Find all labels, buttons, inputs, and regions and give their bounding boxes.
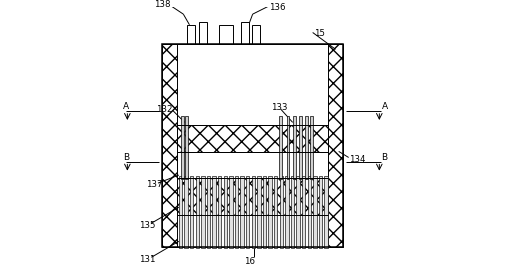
- Bar: [279, 116, 282, 179]
- Bar: [246, 176, 249, 248]
- Bar: [263, 176, 266, 248]
- Bar: [325, 176, 328, 248]
- Text: 132: 132: [156, 105, 173, 113]
- Bar: [285, 176, 289, 248]
- Text: 138: 138: [154, 0, 171, 9]
- Bar: [177, 215, 328, 247]
- Text: 133: 133: [271, 103, 288, 112]
- Bar: [199, 22, 207, 44]
- Bar: [177, 44, 328, 125]
- Bar: [218, 176, 221, 248]
- Bar: [177, 125, 328, 152]
- Bar: [302, 176, 305, 248]
- Text: 135: 135: [139, 221, 156, 230]
- Text: A: A: [123, 102, 129, 111]
- Bar: [274, 176, 277, 248]
- Bar: [219, 25, 234, 44]
- Bar: [229, 176, 233, 248]
- Bar: [184, 176, 188, 248]
- Bar: [252, 25, 260, 44]
- Bar: [190, 176, 194, 248]
- Bar: [179, 176, 182, 248]
- Bar: [212, 176, 216, 248]
- Text: B: B: [123, 153, 129, 162]
- Text: 136: 136: [269, 3, 285, 12]
- Bar: [296, 176, 300, 248]
- Bar: [268, 176, 272, 248]
- Bar: [241, 22, 249, 44]
- Bar: [235, 176, 238, 248]
- Bar: [240, 176, 244, 248]
- Bar: [177, 178, 328, 215]
- Bar: [257, 176, 261, 248]
- Bar: [279, 176, 283, 248]
- Text: 15: 15: [314, 29, 325, 38]
- Bar: [207, 176, 210, 248]
- Bar: [196, 176, 199, 248]
- Bar: [287, 116, 290, 179]
- Bar: [187, 25, 195, 44]
- Text: 16: 16: [244, 257, 256, 266]
- Text: B: B: [382, 153, 388, 162]
- Bar: [224, 176, 227, 248]
- Bar: [162, 44, 177, 247]
- Bar: [185, 116, 188, 179]
- Bar: [328, 44, 343, 247]
- Bar: [177, 152, 328, 178]
- Bar: [305, 116, 308, 179]
- Bar: [293, 116, 296, 179]
- Bar: [251, 176, 255, 248]
- Bar: [181, 116, 184, 179]
- Text: 131: 131: [139, 255, 155, 264]
- Text: A: A: [382, 102, 388, 111]
- Bar: [319, 176, 322, 248]
- Bar: [310, 116, 313, 179]
- Bar: [291, 176, 294, 248]
- Text: 137: 137: [146, 180, 162, 189]
- Bar: [162, 44, 343, 247]
- Bar: [313, 176, 316, 248]
- Bar: [307, 176, 311, 248]
- Bar: [201, 176, 205, 248]
- Bar: [299, 116, 302, 179]
- Text: 134: 134: [350, 155, 366, 164]
